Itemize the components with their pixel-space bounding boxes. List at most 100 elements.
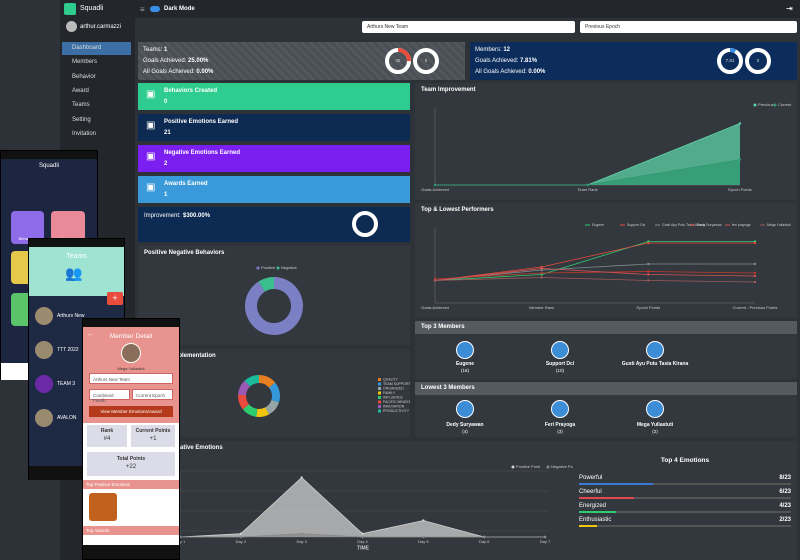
x-tick-label: Team Rank xyxy=(577,187,597,192)
x-tick-label: Epoch Points xyxy=(728,187,752,192)
point xyxy=(753,262,757,266)
tile-label: Behaviors xyxy=(11,236,44,241)
logo xyxy=(64,3,76,15)
area-fill xyxy=(180,477,545,537)
team-avatar xyxy=(35,375,53,393)
member-name: Dedy Suryawan xyxy=(446,422,484,428)
member-score: (16) xyxy=(460,368,469,373)
point xyxy=(753,241,757,245)
emotion-name: Energized xyxy=(579,503,607,509)
legend-label: Negative xyxy=(281,265,298,270)
menu-item: Dashboard xyxy=(72,45,102,51)
legend-label: Dedy Suryawan xyxy=(697,223,722,227)
menu-item: Teams xyxy=(72,102,90,109)
emotion-bar xyxy=(579,511,616,513)
emotions-panel: Positive Negative Emotions xyxy=(138,441,797,560)
panel-header: Lowest 3 Members xyxy=(415,382,797,395)
legend-swatch xyxy=(378,396,381,399)
section-header: Top Positive Emotions xyxy=(83,480,179,489)
bar-track xyxy=(579,511,791,513)
legend-dot xyxy=(753,103,757,107)
legend-label: QUALITY xyxy=(383,377,399,381)
legend-label: Eugene xyxy=(592,223,604,227)
member-score: (4) xyxy=(462,429,468,434)
view-button[interactable]: View Member Emotions/Award xyxy=(89,406,173,417)
line xyxy=(434,241,755,281)
team-avatar xyxy=(35,341,53,359)
point xyxy=(300,476,303,479)
legend-swatch xyxy=(378,391,381,395)
team-select[interactable]: Arthurs New Team xyxy=(362,21,575,33)
x-tick-label: Day 1 xyxy=(175,539,186,544)
donut-segment xyxy=(268,382,280,403)
member-name: Support Dci xyxy=(545,361,575,367)
epoch-select[interactable]: Previous Epoch xyxy=(580,21,797,33)
epoch-input[interactable]: Current Epoch xyxy=(132,389,173,400)
bar-track xyxy=(579,525,791,527)
team-name: Arthurs New xyxy=(57,313,85,319)
tile-title: Positive Emotions Earned xyxy=(164,119,239,125)
panel-header: Top 3 Members xyxy=(415,321,797,334)
emotion-count: 2/23 xyxy=(779,517,791,523)
team-name: AVALON xyxy=(57,415,77,421)
menu-icon[interactable]: ≡ xyxy=(140,5,145,14)
total-card: Total Points +22 xyxy=(87,452,175,476)
member-avatar xyxy=(456,400,474,418)
donut-segment xyxy=(244,375,260,387)
tile-value: 0 xyxy=(164,99,168,105)
donut-segment xyxy=(238,394,250,410)
avatar xyxy=(66,21,77,32)
point xyxy=(753,271,757,275)
emotion-count: 8/23 xyxy=(779,475,791,481)
tile-title: Behaviors Created xyxy=(164,88,218,94)
improvement-value: $300.00% xyxy=(183,213,211,219)
status-bar xyxy=(29,239,124,247)
legend-dot xyxy=(773,103,777,107)
team-input[interactable]: Arthurs New Team xyxy=(89,373,173,384)
top-members-panel: Top 3 Members Eugene (16) Support Dci (10) Gu… xyxy=(415,321,797,379)
point xyxy=(540,267,543,270)
tile: ▣ Behaviors Created 0 xyxy=(138,83,410,110)
emotion-tile xyxy=(89,493,117,521)
tile-icon: ▣ xyxy=(146,89,156,100)
emotion-bar xyxy=(579,497,635,499)
member-name: Feri Prayoga xyxy=(544,422,576,428)
card-line: Goals Achieved: 7.81% xyxy=(475,58,537,64)
ring-track xyxy=(413,48,439,74)
improvement-ring xyxy=(352,211,378,237)
rings: 7.81 0 xyxy=(717,48,771,74)
feedback-input[interactable]: Combined Feedb xyxy=(89,389,130,403)
x-axis-label: TIME xyxy=(357,545,370,551)
back-icon[interactable]: ← xyxy=(87,331,94,338)
point xyxy=(239,535,243,539)
lowest-members-panel: Lowest 3 Members Dedy Suryawan (4) Feri Pra… xyxy=(415,382,797,437)
area-fill xyxy=(180,533,545,537)
tile-icon: ▣ xyxy=(146,120,156,131)
legend-label: Previous xyxy=(758,102,774,107)
legend-label: ORGANIZED xyxy=(383,386,404,390)
header xyxy=(29,247,124,296)
point xyxy=(738,122,742,125)
mode-label: Dark Mode xyxy=(164,6,195,12)
legend-label: Gusti Ayu Putu Tasia Kirana xyxy=(662,223,705,227)
area-fill xyxy=(435,123,740,185)
legend-label: Mega Yuliastuti xyxy=(767,223,791,227)
phone-title: Member Detail xyxy=(109,333,153,340)
x-tick-label: Goals Achieved xyxy=(421,187,449,192)
donut-segment xyxy=(256,407,270,417)
team-avatar xyxy=(35,307,53,325)
member-avatar xyxy=(551,341,569,359)
label: Teams: xyxy=(143,47,163,53)
line xyxy=(434,271,756,280)
toggle[interactable] xyxy=(150,6,160,12)
logout-icon[interactable]: ⇥ xyxy=(786,4,793,13)
point xyxy=(361,535,364,539)
emotion-count: 6/23 xyxy=(779,489,791,495)
add-button[interactable]: + xyxy=(107,292,123,305)
point xyxy=(753,274,757,278)
legend-label: Current xyxy=(778,102,792,107)
value: 0.00% xyxy=(528,69,546,75)
ring-value xyxy=(717,48,743,74)
app-name: Squadli xyxy=(80,5,104,12)
